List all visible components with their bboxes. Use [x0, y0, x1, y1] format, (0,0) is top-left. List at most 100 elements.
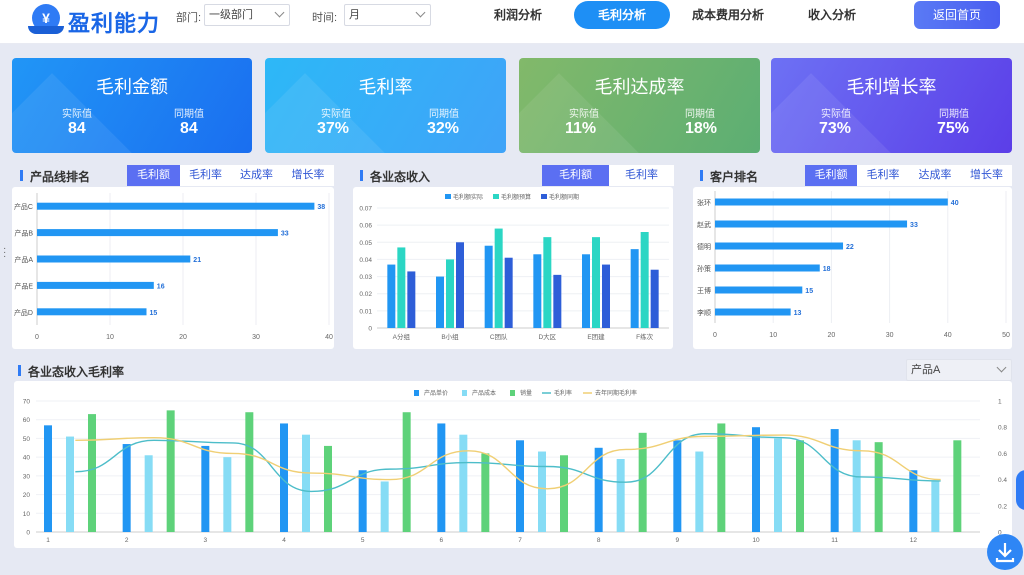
back-home-button[interactable]: 返回首页 [914, 1, 1000, 29]
category-label: 9 [676, 537, 680, 544]
logo-icon: ¥ [28, 4, 64, 34]
kpi-yoy-label: 同期值 [429, 109, 459, 120]
bar [44, 425, 52, 532]
tab-customer-gross-amount[interactable]: 毛利额 [805, 165, 857, 186]
customer-ranking-title: 客户排名 [699, 170, 759, 184]
category-label: 7 [518, 537, 522, 544]
side-handle[interactable] [1016, 470, 1024, 510]
y-tick-label: 0 [26, 530, 30, 537]
legend-label: 销量 [520, 389, 532, 397]
y-tick-label: 0 [368, 326, 372, 333]
bar [533, 254, 542, 328]
bar [630, 249, 639, 328]
category-label: A分组 [393, 332, 411, 341]
kpi-actual-label: 实际值 [62, 109, 92, 120]
y-tick-label: 10 [23, 511, 31, 518]
tab-customer-growth[interactable]: 增长率 [961, 165, 1012, 186]
bar [223, 457, 232, 532]
y2-tick-label: 0 [998, 530, 1002, 537]
bar [446, 259, 454, 328]
bar [594, 447, 603, 532]
bar [387, 264, 396, 328]
bar [358, 470, 367, 532]
x-tick-label: 30 [886, 332, 894, 339]
tab-business-gross-rate[interactable]: 毛利率 [609, 165, 674, 186]
data-label: 18 [823, 266, 831, 273]
bar [407, 271, 416, 328]
data-label: 21 [193, 257, 201, 264]
bar [37, 281, 154, 289]
product-select[interactable]: 产品A [906, 359, 1012, 381]
y-tick-label: 0.05 [359, 240, 372, 247]
chevron-down-icon [274, 7, 285, 18]
bar [582, 254, 590, 328]
y-tick-label: 0.03 [359, 274, 372, 281]
kpi-card-gross-growth: 毛利增长率 实际值 73% 同期值 75% [771, 58, 1012, 153]
category-label: 6 [440, 537, 444, 544]
bar [37, 202, 315, 210]
bar [715, 242, 844, 250]
bar [380, 481, 389, 532]
data-label: 15 [805, 288, 813, 295]
tab-customer-gross-rate[interactable]: 毛利率 [857, 165, 909, 186]
legend-label: 毛利额实际 [453, 193, 483, 201]
y-tick-label: 0.04 [359, 257, 372, 264]
kpi-yoy-value: 18% [685, 120, 718, 137]
category-label: 张环 [697, 198, 711, 207]
category-label: 产品E [14, 281, 33, 290]
margin-panel: 0 10 20 30 40 50 60 70 0 0.2 0.4 0.6 0.8 1 产品单价 产品成本 销量 毛… [14, 381, 1012, 548]
tab-cost-expense-analysis[interactable]: 成本费用分析 [691, 8, 764, 22]
data-label: 13 [794, 310, 802, 317]
dept-select-value: 一级部门 [209, 9, 253, 21]
download-button[interactable] [987, 534, 1023, 570]
product-ranking-title: 产品线排名 [19, 170, 91, 184]
tab-product-gross-amount[interactable]: 毛利额 [127, 165, 180, 186]
bar [397, 247, 406, 328]
legend-swatch [445, 194, 451, 199]
legend-label: 产品单价 [424, 389, 448, 397]
tab-customer-attainment[interactable]: 达成率 [909, 165, 961, 186]
tab-product-gross-rate[interactable]: 毛利率 [180, 165, 231, 186]
bar [715, 264, 820, 272]
kpi-actual-label: 实际值 [821, 109, 851, 120]
legend-swatch [414, 390, 419, 396]
legend-label: 产品成本 [472, 389, 496, 397]
bar [543, 237, 552, 328]
kpi-actual-label: 实际值 [569, 109, 599, 120]
bar [37, 255, 191, 263]
dept-select[interactable]: 一级部门 [204, 4, 290, 26]
time-select[interactable]: 月 [344, 4, 431, 26]
category-label: 李顺 [697, 308, 711, 317]
kpi-yoy-label: 同期值 [685, 109, 715, 120]
bar [402, 412, 411, 532]
bar [909, 470, 918, 532]
tab-business-gross-amount[interactable]: 毛利额 [542, 165, 609, 186]
bar [66, 436, 74, 532]
tab-revenue-analysis[interactable]: 收入分析 [807, 8, 856, 22]
category-label: 5 [361, 537, 365, 544]
y-tick-label: 70 [23, 399, 31, 406]
tab-profit-analysis[interactable]: 利润分析 [493, 8, 542, 22]
bar [715, 198, 948, 206]
bar [616, 459, 625, 532]
kpi-title: 毛利率 [358, 77, 413, 97]
category-label: 4 [282, 537, 286, 544]
bar [122, 444, 131, 532]
legend-swatch [493, 194, 499, 199]
more-dots-icon[interactable]: · · · [3, 243, 7, 262]
business-revenue-panel: 0 0.01 0.02 0.03 0.04 0.05 0.06 0.07 毛利额实际 毛利额预算 毛… [353, 187, 673, 349]
top-bar: ¥ 盈利能力 部门: 一级部门 时间: 月 利润分析 毛利分析 成本费用分析 收… [0, 0, 1024, 44]
bar [504, 257, 513, 328]
category-label: B小组 [441, 332, 459, 341]
tab-product-growth[interactable]: 增长率 [282, 165, 334, 186]
business-revenue-chart: 0 0.01 0.02 0.03 0.04 0.05 0.06 0.07 毛利额实际 毛利额预算 毛… [359, 193, 669, 341]
tab-gross-profit-analysis[interactable]: 毛利分析 [574, 1, 670, 29]
bar [695, 451, 704, 532]
kpi-actual-value: 11% [565, 120, 597, 137]
tab-product-attainment[interactable]: 达成率 [231, 165, 282, 186]
category-label: 王博 [697, 286, 711, 295]
x-tick-label: 40 [325, 334, 333, 341]
legend-swatch [510, 390, 515, 396]
bar [324, 445, 332, 532]
bar [484, 245, 493, 328]
